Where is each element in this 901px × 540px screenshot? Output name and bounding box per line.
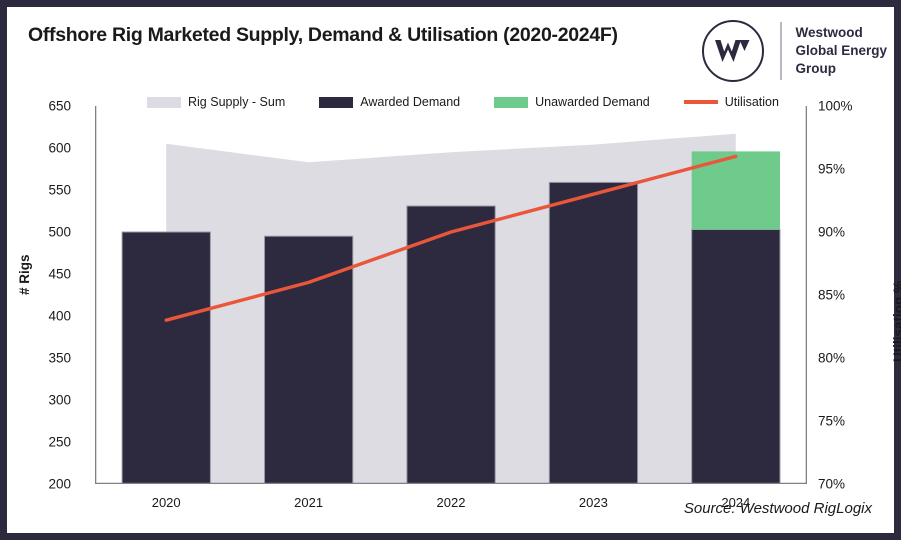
chart-canvas: Offshore Rig Marketed Supply, Demand & U… [7,7,901,533]
plot-area [95,106,807,484]
legend-item-awarded-demand: Awarded Demand [319,95,460,109]
legend-swatch-rig-supply [147,96,181,108]
westwood-logo-icon [702,20,764,82]
y-axis-left-tick-label: 650 [48,98,71,114]
legend-item-utilisation: Utilisation [683,95,779,109]
legend-item-unawarded-demand: Unawarded Demand [494,95,650,109]
bar-awarded-demand [691,229,781,484]
y-axis-left-tick-label: 200 [48,476,71,492]
chart-title: Offshore Rig Marketed Supply, Demand & U… [28,24,618,46]
source-note: Source: Westwood RigLogix [683,500,872,517]
bar-awarded-demand [406,205,496,484]
x-axis-tick-label: 2023 [578,495,608,510]
y-axis-left-tick-label: 400 [48,308,71,324]
bar-awarded-demand [264,235,354,484]
x-axis-tick-label: 2020 [151,495,181,510]
x-axis-tick-label: 2021 [294,495,324,510]
y-axis-right-tick-label: 75% [818,413,846,429]
y-axis-left-title: # Rigs [17,254,32,295]
legend-label-awarded-demand: Awarded Demand [360,95,461,109]
y-axis-left-tick-label: 600 [48,140,71,156]
x-axis-tick-label: 2022 [436,495,466,510]
legend-label-utilisation: Utilisation [724,95,779,109]
y-axis-left-tick-label: 300 [48,392,71,408]
legend-swatch-awarded-demand [319,96,354,108]
legend-label-unawarded-demand: Unawarded Demand [535,95,650,109]
legend-label-rig-supply: Rig Supply - Sum [188,95,286,109]
y-axis-right-tick-label: 80% [818,350,846,366]
y-axis-left-tick-label: 450 [48,266,71,282]
y-axis-right-tick-label: 70% [818,476,846,492]
series-line-utilisation [164,154,738,322]
y-axis-right-tick-label: 90% [818,224,846,240]
bar-awarded-demand [121,231,211,484]
y-axis-left-tick-label: 250 [48,434,71,450]
chart-legend: Rig Supply - Sum Awarded Demand Unawarde… [147,95,779,109]
y-axis-right-tick-label: 95% [818,161,846,177]
y-axis-left-tick-label: 500 [48,224,71,240]
plot-svg [95,106,807,484]
x-axis-tick-label: 2024 [721,495,751,510]
logo-wordmark: Westwood Global Energy Group [795,25,888,76]
y-axis-right-title: Utilisation % [891,281,901,362]
y-axis-right-tick-label: 100% [818,98,853,114]
y-axis-left-tick-label: 550 [48,182,71,198]
y-axis-left-tick-label: 350 [48,350,71,366]
y-axis-right-tick-label: 85% [818,287,846,303]
westwood-logo: Westwood Global Energy Group [702,17,887,85]
bar-awarded-demand [548,181,639,484]
logo-divider [780,22,782,80]
legend-item-rig-supply: Rig Supply - Sum [147,95,285,109]
legend-swatch-unawarded-demand [494,96,529,108]
legend-swatch-utilisation [683,100,718,104]
